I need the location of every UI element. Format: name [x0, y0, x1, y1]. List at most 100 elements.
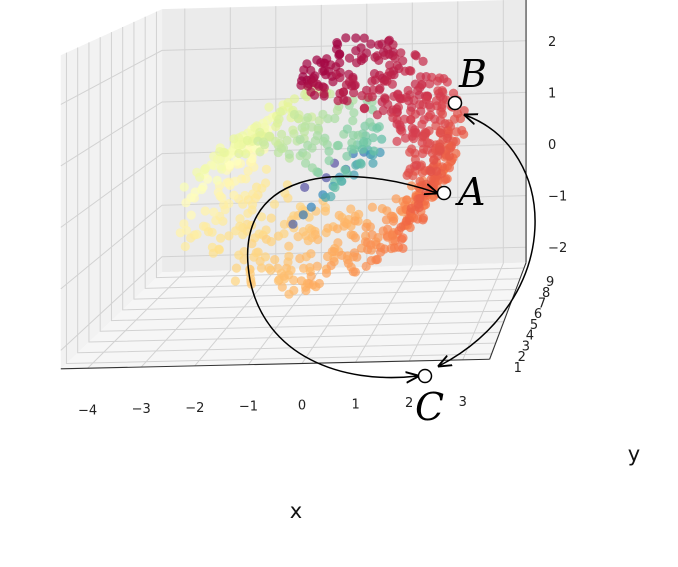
y-tick-label: 7	[538, 297, 546, 312]
data-point	[303, 113, 313, 123]
data-point	[265, 131, 275, 141]
data-point	[363, 92, 373, 102]
data-point	[346, 144, 357, 154]
data-point	[330, 113, 340, 124]
z-tick-label: 1	[548, 86, 556, 101]
data-point	[261, 225, 271, 235]
data-point	[284, 241, 294, 251]
data-point	[391, 194, 401, 204]
data-point	[289, 285, 299, 295]
data-point	[234, 148, 244, 159]
y-grid-line	[155, 11, 525, 279]
data-point	[307, 163, 317, 173]
data-point	[442, 133, 452, 143]
data-point	[320, 206, 330, 216]
data-point	[243, 208, 253, 218]
data-point	[179, 182, 189, 192]
data-point	[348, 116, 358, 126]
data-point	[197, 185, 207, 195]
data-point	[286, 265, 296, 275]
data-point	[283, 98, 293, 108]
data-point	[359, 53, 369, 64]
data-point	[334, 210, 344, 220]
data-point	[203, 174, 213, 184]
y-tick-label: 1	[514, 361, 522, 376]
data-point	[340, 165, 350, 175]
data-point	[335, 73, 345, 83]
data-point	[351, 46, 361, 56]
data-point	[343, 258, 353, 268]
data-point	[359, 103, 369, 113]
data-point	[231, 226, 241, 236]
data-point	[380, 244, 390, 254]
data-point	[256, 212, 267, 222]
data-point	[361, 222, 371, 232]
z-tick-label: −1	[548, 190, 567, 205]
data-point	[369, 146, 379, 156]
data-point	[392, 136, 402, 146]
y-grid-line	[99, 37, 504, 332]
data-point	[367, 202, 377, 212]
data-point	[417, 119, 427, 129]
point-label-c: C	[415, 385, 444, 429]
data-point	[238, 199, 248, 209]
data-point	[200, 206, 210, 216]
data-point	[372, 254, 382, 265]
data-point	[417, 138, 427, 148]
data-point	[415, 99, 425, 110]
data-point	[216, 233, 226, 243]
data-point	[352, 252, 362, 262]
data-point	[273, 147, 283, 158]
data-point	[301, 285, 311, 296]
data-point	[389, 243, 399, 253]
data-point	[381, 215, 391, 225]
data-point	[288, 219, 298, 229]
data-point	[200, 164, 210, 175]
data-point	[245, 264, 255, 274]
data-point	[386, 70, 396, 80]
data-point	[255, 147, 265, 157]
data-point	[380, 50, 390, 61]
data-point	[314, 81, 324, 91]
data-point	[208, 248, 218, 258]
data-point	[229, 190, 239, 200]
y-tick-label: 9	[546, 275, 554, 290]
data-point	[299, 65, 309, 75]
data-point	[384, 35, 394, 45]
data-point	[300, 182, 310, 192]
data-point	[336, 176, 346, 186]
data-point	[213, 187, 223, 197]
data-point	[342, 124, 352, 134]
data-point	[329, 247, 339, 257]
data-point	[323, 251, 333, 262]
data-point	[299, 127, 309, 137]
z-tick-label: 0	[548, 138, 556, 153]
data-point	[314, 278, 324, 289]
z-tick-label: −2	[548, 241, 567, 256]
y-tick-label: 4	[526, 329, 534, 344]
data-point	[266, 213, 276, 223]
data-point	[258, 137, 268, 147]
data-point	[270, 255, 280, 265]
data-point	[366, 240, 376, 250]
x-tick-label: −1	[239, 400, 258, 415]
data-point	[298, 210, 308, 220]
x-tick-label: 1	[351, 397, 359, 412]
data-point	[415, 83, 425, 93]
data-point	[387, 79, 397, 89]
data-point	[365, 117, 375, 127]
data-point	[301, 151, 312, 161]
data-point	[239, 255, 249, 265]
data-point	[398, 233, 408, 243]
data-point	[348, 267, 358, 277]
data-point	[393, 90, 403, 100]
data-point	[225, 160, 235, 170]
data-point	[448, 88, 459, 98]
y-grid-line	[122, 27, 512, 311]
data-point	[242, 135, 252, 146]
data-point	[355, 158, 365, 168]
y-grid-line	[144, 16, 520, 289]
data-point	[219, 200, 229, 210]
data-point	[359, 137, 369, 147]
data-point	[271, 136, 281, 146]
